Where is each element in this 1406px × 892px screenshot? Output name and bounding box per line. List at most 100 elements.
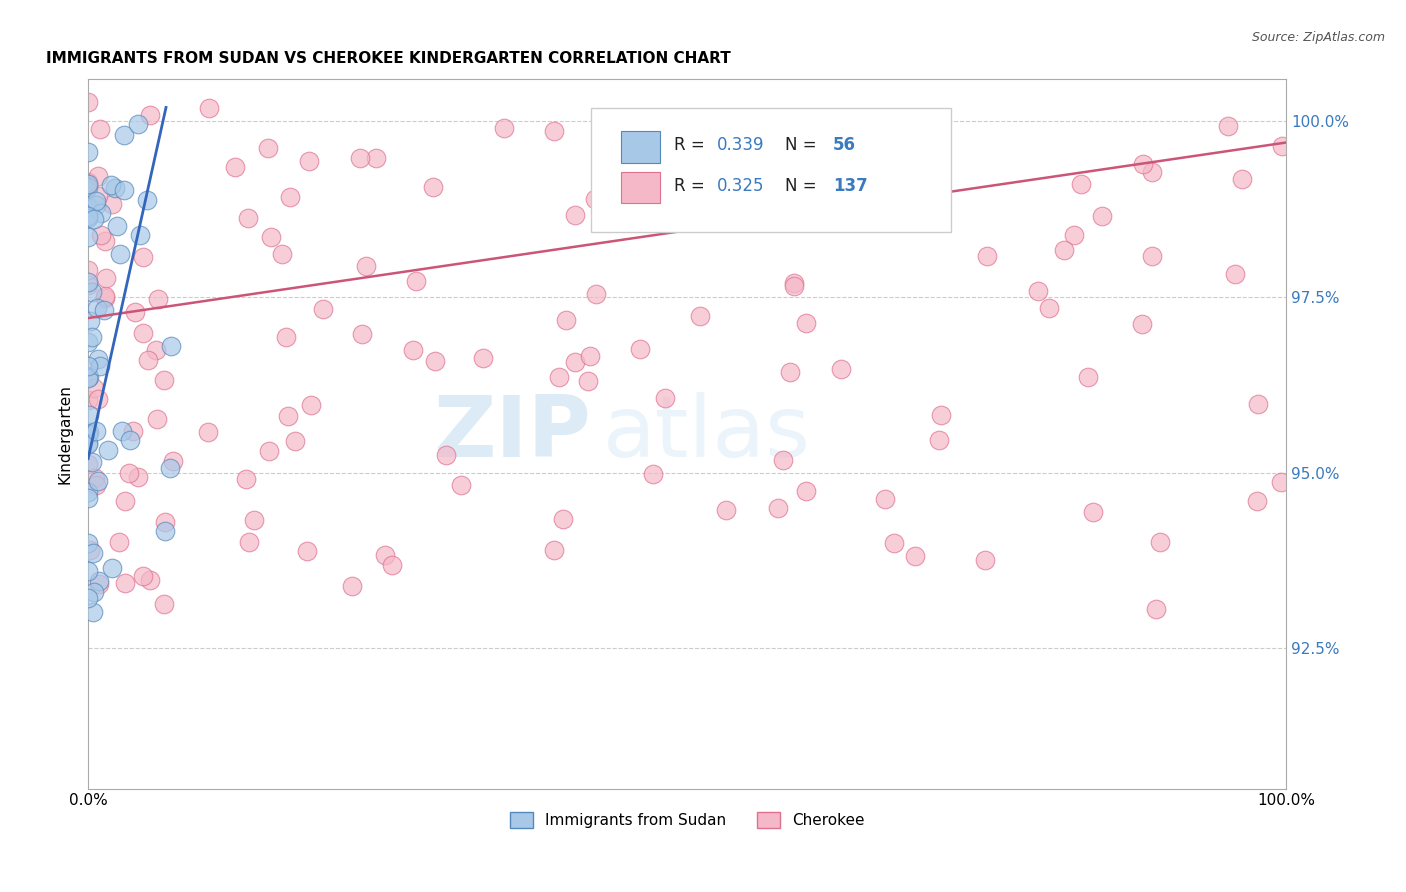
Point <box>145 343 167 358</box>
Point <box>271 247 294 261</box>
Point <box>159 339 181 353</box>
Point <box>159 461 181 475</box>
Point <box>1246 397 1268 411</box>
Point <box>494 120 516 135</box>
Point <box>1232 172 1254 186</box>
Point <box>77 278 100 293</box>
Point <box>77 485 100 500</box>
Point <box>89 359 111 374</box>
Point <box>605 168 627 182</box>
Point <box>576 375 599 389</box>
Point <box>139 107 162 121</box>
Point <box>224 160 246 174</box>
Point <box>162 454 184 468</box>
Point <box>77 263 100 277</box>
Point <box>83 585 105 599</box>
Point <box>77 535 100 549</box>
Point <box>278 190 301 204</box>
Point <box>342 579 364 593</box>
Point <box>875 491 897 506</box>
Point <box>79 542 101 557</box>
Point <box>112 183 135 197</box>
Point <box>114 493 136 508</box>
Point <box>153 524 176 538</box>
Point <box>77 200 100 214</box>
Point <box>783 276 806 290</box>
Point <box>77 175 100 189</box>
Point <box>77 180 100 194</box>
Point <box>707 185 730 199</box>
Point <box>260 230 283 244</box>
Point <box>721 183 744 197</box>
Point <box>401 343 423 357</box>
Point <box>77 210 100 224</box>
Text: 0.339: 0.339 <box>717 136 765 154</box>
Point <box>583 192 606 206</box>
Point <box>77 359 100 373</box>
Point <box>1063 228 1085 243</box>
Point <box>853 185 876 199</box>
Point <box>1026 285 1049 299</box>
Point <box>276 330 298 344</box>
Point <box>127 470 149 484</box>
Point <box>86 198 108 212</box>
Point <box>748 182 770 196</box>
Point <box>77 491 100 505</box>
Text: atlas: atlas <box>603 392 811 475</box>
Point <box>1271 138 1294 153</box>
Point <box>83 381 105 395</box>
Point <box>434 448 457 462</box>
Point <box>1140 165 1163 179</box>
Point <box>779 365 801 379</box>
Point <box>86 189 108 203</box>
Point <box>101 561 124 575</box>
Point <box>242 513 264 527</box>
Point <box>887 136 910 150</box>
Point <box>381 558 404 572</box>
Point <box>1270 475 1292 489</box>
FancyBboxPatch shape <box>592 108 950 232</box>
Point <box>593 194 616 208</box>
Point <box>87 474 110 488</box>
Point <box>86 352 108 367</box>
Point <box>77 211 100 225</box>
Point <box>1218 120 1240 134</box>
Point <box>299 398 322 412</box>
Text: R =: R = <box>673 177 710 194</box>
Point <box>124 304 146 318</box>
Point <box>352 327 374 342</box>
Point <box>543 543 565 558</box>
Point <box>104 181 127 195</box>
Point <box>77 177 100 191</box>
Point <box>974 553 997 567</box>
Point <box>86 301 108 315</box>
Point <box>77 457 100 471</box>
Point <box>1081 506 1104 520</box>
Point <box>117 467 139 481</box>
Point <box>782 279 804 293</box>
Point <box>976 250 998 264</box>
Point <box>1223 267 1246 281</box>
Point <box>112 128 135 142</box>
Point <box>107 535 129 549</box>
Point <box>366 151 388 165</box>
Point <box>118 434 141 448</box>
Point <box>1140 249 1163 263</box>
Point <box>77 176 100 190</box>
Point <box>136 352 159 367</box>
Point <box>79 314 101 328</box>
Point <box>93 302 115 317</box>
Point <box>472 351 495 365</box>
Point <box>794 316 817 330</box>
Point <box>108 247 131 261</box>
Point <box>89 574 111 588</box>
Point <box>84 424 107 438</box>
Point <box>127 117 149 131</box>
Point <box>90 206 112 220</box>
Point <box>132 568 155 582</box>
Point <box>1070 177 1092 191</box>
Point <box>94 234 117 248</box>
Point <box>89 121 111 136</box>
Text: 0.325: 0.325 <box>717 177 765 194</box>
Point <box>84 471 107 485</box>
